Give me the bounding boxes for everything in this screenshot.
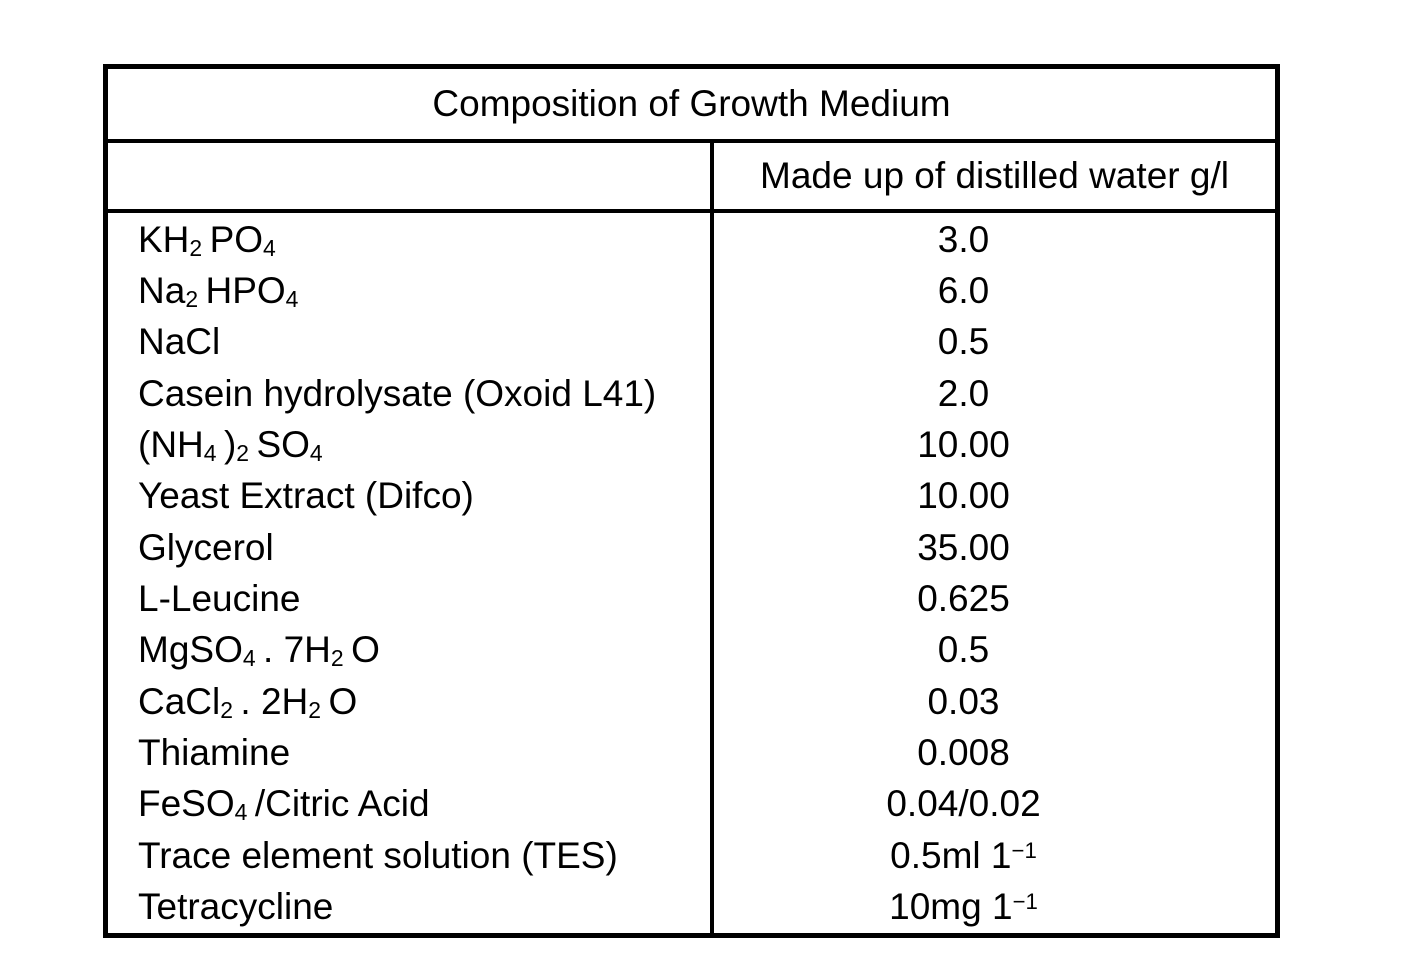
column-divider bbox=[710, 143, 714, 933]
component-cell: (NH4 )2 SO4 bbox=[138, 424, 323, 467]
table-row: (NH4 )2 SO4 10.00 bbox=[108, 419, 1275, 470]
component-cell: L-Leucine bbox=[138, 578, 301, 620]
table-header-row: Made up of distilled water g/l bbox=[108, 143, 1275, 213]
component-cell: Casein hydrolysate (Oxoid L41) bbox=[138, 372, 657, 414]
component-cell: Yeast Extract (Difco) bbox=[138, 475, 474, 517]
table-row: L-Leucine 0.625 bbox=[108, 573, 1275, 624]
table-title: Composition of Growth Medium bbox=[432, 83, 951, 124]
amount-cell: 0.008 bbox=[917, 732, 1010, 774]
component-cell: CaCl2 . 2H2 O bbox=[138, 680, 358, 723]
component-cell: Tetracycline bbox=[138, 886, 334, 928]
amount-cell: 0.5ml 1−1 bbox=[890, 834, 1037, 876]
amount-cell: 10.00 bbox=[917, 475, 1010, 517]
amount-cell: 10.00 bbox=[917, 424, 1010, 466]
amount-column-header-cell: Made up of distilled water g/l bbox=[714, 143, 1275, 209]
table-row: Thiamine 0.008 bbox=[108, 727, 1275, 778]
table-row: KH2 PO4 3.0 bbox=[108, 214, 1275, 265]
table-row: Na2 HPO4 6.0 bbox=[108, 265, 1275, 316]
amount-cell: 35.00 bbox=[917, 526, 1010, 568]
table-row: NaCl 0.5 bbox=[108, 317, 1275, 368]
table-row: Tetracycline 10mg 1−1 bbox=[108, 881, 1275, 932]
table-body: KH2 PO4 3.0 Na2 HPO4 6.0 NaCl 0.5 Casein… bbox=[108, 213, 1275, 933]
component-cell: Trace element solution (TES) bbox=[138, 834, 618, 876]
amount-cell: 0.5 bbox=[937, 629, 990, 671]
amount-column-header: Made up of distilled water g/l bbox=[760, 155, 1229, 196]
amount-cell: 2.0 bbox=[937, 372, 990, 414]
component-cell: MgSO4 . 7H2 O bbox=[138, 629, 380, 672]
component-column-header bbox=[108, 143, 714, 209]
amount-cell: 6.0 bbox=[937, 270, 990, 312]
component-cell: Na2 HPO4 bbox=[138, 270, 299, 313]
growth-medium-table: Composition of Growth Medium Made up of … bbox=[103, 64, 1280, 938]
amount-cell: 0.5 bbox=[937, 321, 990, 363]
table-row: Casein hydrolysate (Oxoid L41) 2.0 bbox=[108, 368, 1275, 419]
table-row: MgSO4 . 7H2 O 0.5 bbox=[108, 625, 1275, 676]
amount-cell: 10mg 1−1 bbox=[889, 886, 1038, 928]
table-row: FeSO4 /Citric Acid 0.04/0.02 bbox=[108, 779, 1275, 830]
component-cell: FeSO4 /Citric Acid bbox=[138, 783, 430, 826]
amount-cell: 0.04/0.02 bbox=[886, 783, 1041, 825]
component-cell: Glycerol bbox=[138, 526, 274, 568]
component-cell: Thiamine bbox=[138, 732, 291, 774]
amount-cell: 0.03 bbox=[927, 680, 1000, 722]
table-row: Glycerol 35.00 bbox=[108, 522, 1275, 573]
table-row: Yeast Extract (Difco) 10.00 bbox=[108, 471, 1275, 522]
table-title-row: Composition of Growth Medium bbox=[108, 69, 1275, 143]
table-row: Trace element solution (TES) 0.5ml 1−1 bbox=[108, 830, 1275, 881]
amount-cell: 3.0 bbox=[937, 218, 990, 260]
amount-cell: 0.625 bbox=[917, 578, 1010, 620]
component-cell: NaCl bbox=[138, 321, 221, 363]
component-cell: KH2 PO4 bbox=[138, 218, 276, 261]
table-row: CaCl2 . 2H2 O 0.03 bbox=[108, 676, 1275, 727]
